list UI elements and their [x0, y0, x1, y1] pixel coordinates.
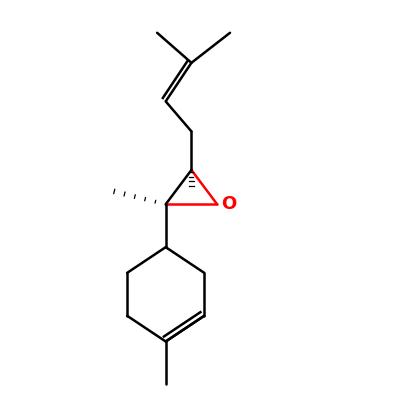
Text: O: O: [222, 195, 237, 213]
